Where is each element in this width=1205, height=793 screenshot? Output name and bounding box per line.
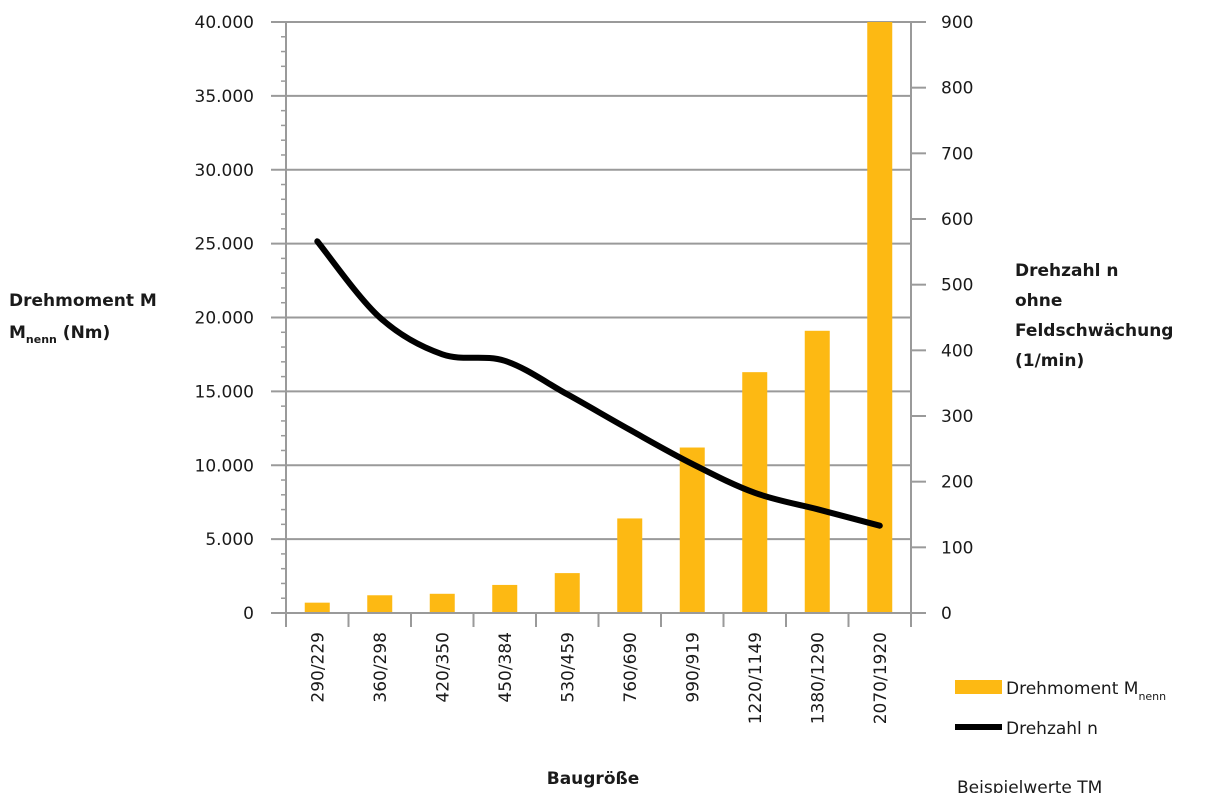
example-values-note: Beispielwerte TM [957, 778, 1102, 793]
left-axis-tick-label: 15.000 [195, 382, 254, 402]
axes [271, 21, 926, 627]
bar [617, 518, 643, 613]
right-axis-title-line: Drehzahl n [1015, 261, 1118, 281]
right-axis-tick-label: 600 [941, 210, 973, 230]
right-axis-tick-label: 400 [941, 341, 973, 361]
legend-label-line: Drehzahl n [1006, 719, 1098, 739]
x-axis-tick-label: 760/690 [621, 632, 641, 703]
x-axis-tick-label: 530/459 [558, 632, 578, 703]
left-axis-title-unit: (Nm) [57, 323, 110, 343]
left-axis-tick-label: 20.000 [195, 309, 254, 329]
left-axis-tick-label: 5.000 [205, 530, 254, 550]
x-axis-title: Baugröße [547, 769, 640, 789]
x-axis-tick-label: 450/384 [496, 632, 516, 703]
right-axis-title-line: ohne [1015, 291, 1062, 311]
left-axis-tick-label: 30.000 [195, 161, 254, 181]
left-axis-tick-label: 25.000 [195, 235, 254, 255]
left-axis-title: Drehmoment M [9, 291, 157, 311]
left-axis-title-line2: Mnenn (Nm) [9, 323, 110, 346]
right-axis-tick-label: 200 [941, 473, 973, 493]
legend-label-bars-main: Drehmoment M [1006, 679, 1138, 699]
x-axis-tick-label: 360/298 [371, 632, 391, 703]
right-axis-tick-label: 500 [941, 276, 973, 296]
x-axis-tick-label: 420/350 [433, 632, 453, 703]
bar [867, 22, 893, 613]
x-axis-tick-labels: 290/229 360/298 420/350 450/384 530/459 760/6… [308, 632, 891, 724]
x-axis-tick-label: 990/919 [683, 632, 703, 703]
right-axis-tick-label: 0 [941, 604, 952, 624]
left-axis-tick-label: 10.000 [195, 456, 254, 476]
bar [554, 573, 580, 613]
legend-label-bars: Drehmoment Mnenn [1006, 679, 1166, 703]
right-axis-tick-label: 800 [941, 79, 973, 99]
left-axis-title-m: M [9, 323, 26, 343]
legend: Drehmoment Mnenn Drehzahl n [955, 679, 1166, 739]
line-series [314, 238, 883, 529]
right-axis-tick-label: 700 [941, 144, 973, 164]
left-axis-tick-label: 40.000 [195, 13, 254, 33]
left-axis-title-sub: nenn [26, 333, 57, 346]
right-axis-tick-label: 100 [941, 538, 973, 558]
x-axis-tick-label: 1380/1290 [808, 632, 828, 724]
bar [492, 584, 518, 613]
line-path-drehzahl [314, 238, 883, 529]
x-axis-tick-label: 2070/1920 [871, 632, 891, 724]
right-axis-title: Drehzahl n ohne Feldschwächung (1/min) [1015, 261, 1173, 371]
left-axis-tick-labels: 0 5.000 10.000 15.000 20.000 25.000 30.000 35.0… [195, 13, 254, 624]
legend-swatch-bars [955, 680, 1002, 694]
right-axis-tick-label: 900 [941, 13, 973, 33]
bar [367, 595, 393, 613]
x-axis-tick-label: 290/229 [308, 632, 328, 703]
right-axis-tick-label: 300 [941, 407, 973, 427]
right-axis-title-line: (1/min) [1015, 351, 1084, 371]
right-axis-tick-labels: 0 100 200 300 400 500 600 700 800 900 [941, 13, 973, 624]
bar [304, 602, 330, 613]
left-axis-tick-label: 35.000 [195, 87, 254, 107]
right-axis-title-line: Feldschwächung [1015, 321, 1173, 341]
bar [429, 593, 455, 613]
legend-label-bars-sub: nenn [1138, 690, 1166, 703]
bar [679, 447, 705, 613]
bar [804, 330, 830, 613]
x-axis-tick-label: 1220/1149 [746, 632, 766, 724]
grid-lines [286, 21, 911, 541]
left-axis-tick-label: 0 [243, 604, 254, 624]
